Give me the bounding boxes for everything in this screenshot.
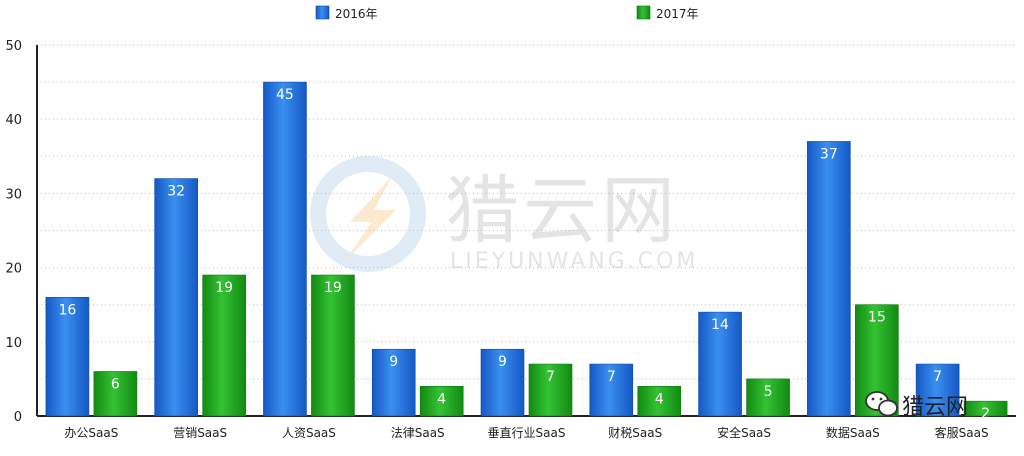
y-tick-label: 50: [5, 39, 22, 54]
data-label: 7: [546, 369, 555, 385]
y-tick-label: 20: [5, 262, 22, 277]
legend-swatch: [315, 5, 330, 20]
data-labels: 16 6 32 19 45 19 9 4 9 7 7 4 14 5 37 15 7 2: [58, 87, 990, 422]
data-label: 15: [868, 310, 886, 326]
data-label: 4: [437, 391, 446, 407]
data-label: 14: [711, 317, 729, 333]
data-label: 4: [655, 391, 664, 407]
x-tick-label: 人资SaaS: [282, 426, 336, 440]
data-label: 37: [820, 146, 838, 162]
bar: [263, 81, 307, 417]
x-tick-label: 垂直行业SaaS: [488, 426, 566, 440]
bar: [698, 311, 742, 417]
bar: [45, 296, 90, 417]
x-tick-label: 办公SaaS: [64, 425, 118, 440]
legend: 2016年 2017年: [315, 5, 699, 21]
bar: [637, 386, 682, 417]
data-label: 6: [111, 376, 120, 392]
bar: [807, 141, 851, 417]
data-label: 2: [981, 406, 990, 422]
watermark-logo-icon: [310, 156, 426, 272]
data-label: 19: [215, 280, 233, 296]
corner-watermark-text: 猎云网: [902, 395, 968, 420]
data-label: 9: [389, 354, 398, 370]
bar: [915, 363, 960, 417]
bar: [528, 363, 573, 417]
corner-watermark: 猎云网: [865, 391, 968, 420]
x-tick-label: 客服SaaS: [935, 425, 989, 440]
watermark: 猎云网 LIEYUNWANG.COM: [310, 156, 698, 274]
data-label: 32: [167, 184, 185, 200]
watermark-bolt-icon: [344, 176, 396, 262]
axes: [36, 45, 1016, 417]
x-tick-label: 法律SaaS: [391, 426, 445, 440]
y-tick-label: 30: [5, 187, 22, 202]
bar: [963, 400, 1008, 417]
bar: [480, 348, 525, 417]
y-tick-label: 40: [5, 113, 22, 128]
data-label: 7: [933, 369, 942, 385]
bar: [93, 371, 138, 417]
bar: [311, 274, 355, 417]
bar: [419, 386, 464, 417]
data-label: 5: [764, 384, 773, 400]
data-label: 9: [498, 354, 507, 370]
data-label: 45: [276, 87, 294, 103]
y-tick-label: 10: [5, 336, 22, 351]
y-tick-labels: 0 10 20 30 40 50: [5, 39, 22, 425]
legend-label: 2017年: [656, 7, 699, 21]
watermark-logo-text: 猎云网: [445, 168, 679, 254]
x-tick-labels: 办公SaaS 营销SaaS 人资SaaS 法律SaaS 垂直行业SaaS 财税SaaS 安全…: [64, 425, 988, 440]
bar: [371, 348, 416, 417]
watermark-logo-subtext: LIEYUNWANG.COM: [450, 249, 698, 274]
legend-label: 2016年: [335, 7, 378, 21]
data-label: 7: [607, 369, 616, 385]
x-tick-label: 安全SaaS: [717, 425, 771, 440]
bar: [154, 178, 198, 417]
legend-swatch: [636, 5, 651, 20]
x-tick-label: 数据SaaS: [826, 425, 880, 440]
x-tick-label: 财税SaaS: [608, 426, 662, 440]
bar: [589, 363, 634, 417]
bar: [746, 378, 790, 417]
x-tick-label: 营销SaaS: [173, 426, 227, 440]
bar: [202, 274, 246, 417]
bars: [45, 81, 1008, 417]
data-label: 19: [324, 280, 342, 296]
y-tick-label: 0: [14, 410, 22, 425]
wechat-icon: [865, 391, 898, 417]
data-label: 16: [58, 302, 76, 318]
